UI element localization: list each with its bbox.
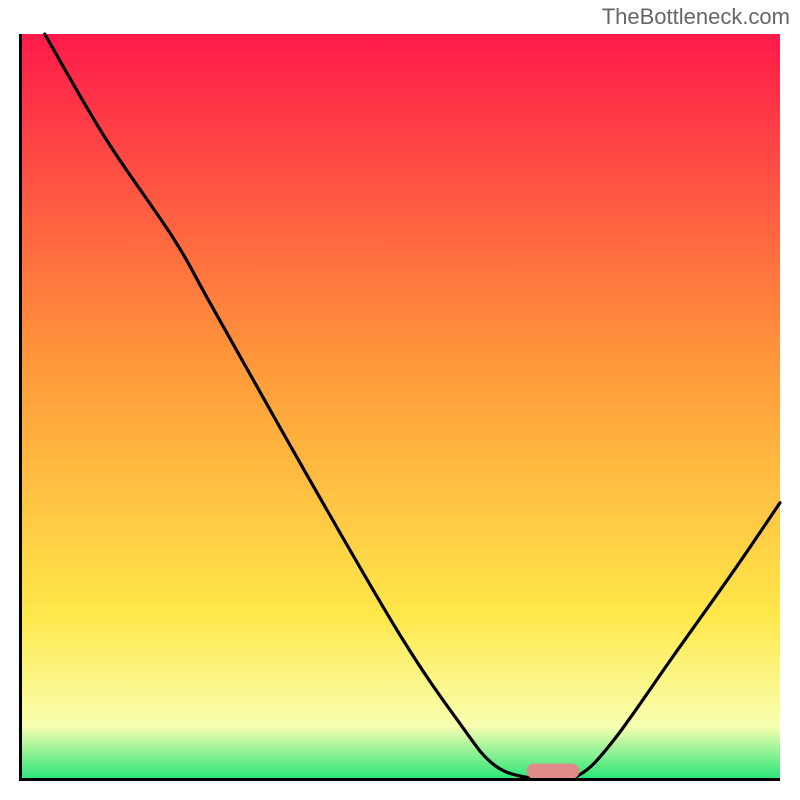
optimal-zone-marker <box>526 764 579 779</box>
chart-container: TheBottleneck.com <box>0 0 800 800</box>
x-axis <box>19 778 780 781</box>
chart-svg <box>0 0 800 800</box>
bottleneck-curve <box>45 34 780 778</box>
y-axis <box>19 34 22 781</box>
